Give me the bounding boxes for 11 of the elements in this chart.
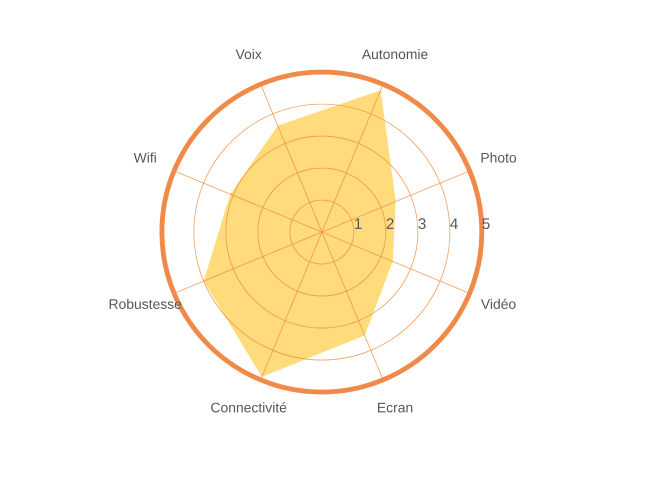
spoke-label: Autonomie — [362, 48, 428, 60]
spoke-label: Connectivité — [211, 402, 286, 412]
spoke-label: Ecran — [378, 402, 412, 412]
y-tick-label: 2 — [386, 218, 394, 229]
spoke-label: Photo — [482, 152, 516, 163]
y-tick-label: 4 — [450, 218, 458, 229]
y-tick-label: 3 — [418, 218, 426, 230]
spoke-label: Wifi — [134, 152, 156, 162]
y-tick-label: 1 — [355, 218, 362, 229]
spoke-label: Voix — [236, 48, 262, 60]
spoke-label: Vidéo — [480, 298, 516, 309]
